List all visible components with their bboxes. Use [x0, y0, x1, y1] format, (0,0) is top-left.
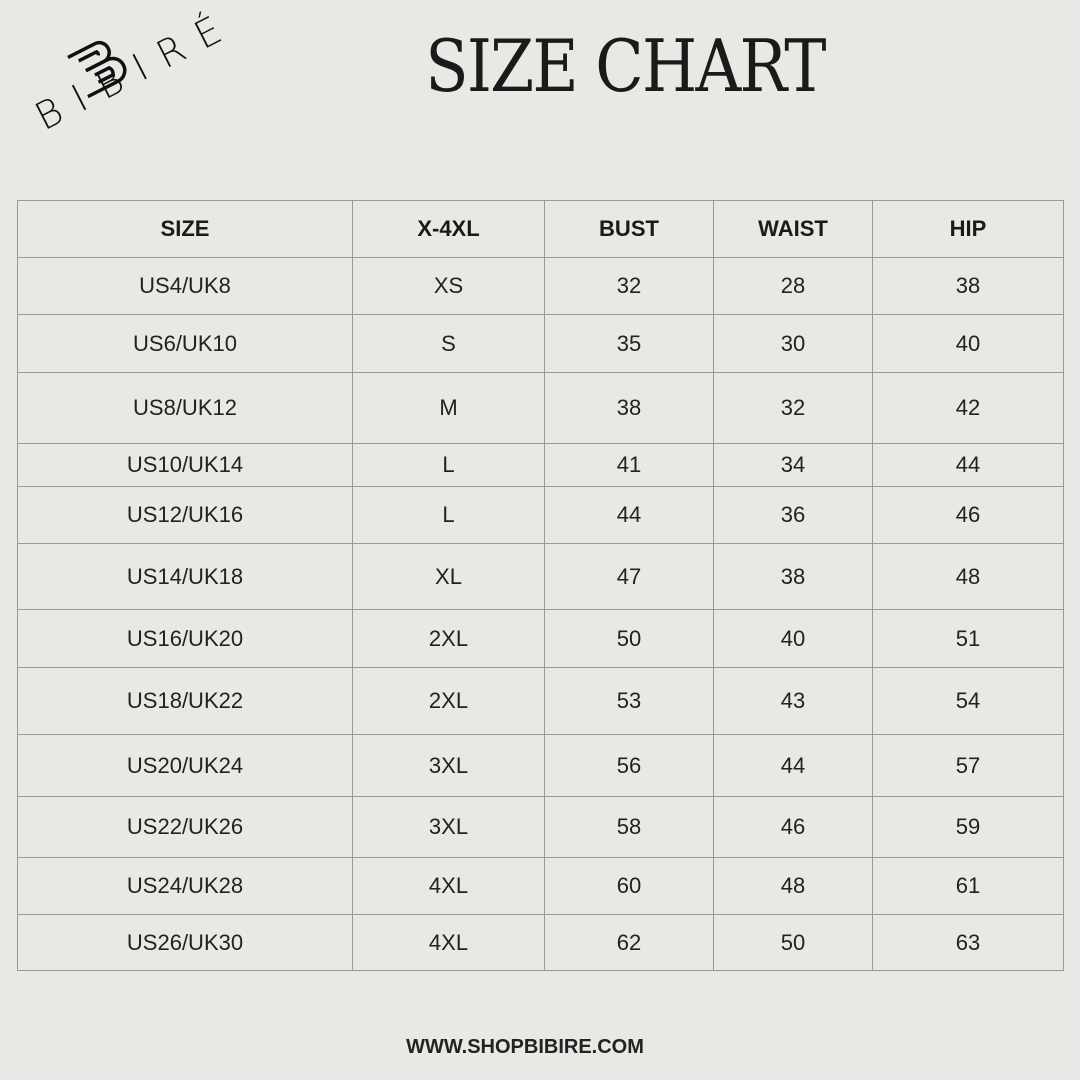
- page-title: SIZE CHART: [425, 24, 826, 108]
- table-cell: L: [352, 443, 545, 487]
- table-row: US14/UK18 XL 47 38 48: [17, 543, 1064, 610]
- table-cell: 32: [544, 257, 714, 315]
- table-cell: 46: [872, 486, 1064, 544]
- table-cell: 50: [713, 914, 873, 971]
- table-cell: 38: [872, 257, 1064, 315]
- table-row: US16/UK20 2XL 50 40 51: [17, 609, 1064, 668]
- table-cell: 57: [872, 734, 1064, 797]
- table-row: US22/UK26 3XL 58 46 59: [17, 796, 1064, 858]
- table-cell: 59: [872, 796, 1064, 858]
- table-cell: 43: [713, 667, 873, 735]
- table-cell: 32: [713, 372, 873, 444]
- table-cell: 30: [713, 314, 873, 373]
- table-cell: 38: [544, 372, 714, 444]
- table-cell: 63: [872, 914, 1064, 971]
- table-cell: 3XL: [352, 734, 545, 797]
- table-row: US4/UK8 XS 32 28 38: [17, 257, 1064, 315]
- table-row: US24/UK28 4XL 60 48 61: [17, 857, 1064, 915]
- table-cell: 53: [544, 667, 714, 735]
- table-cell: US26/UK30: [17, 914, 353, 971]
- table-cell: S: [352, 314, 545, 373]
- table-cell: 44: [713, 734, 873, 797]
- column-header: X-4XL: [352, 200, 545, 258]
- table-cell: 3XL: [352, 796, 545, 858]
- table-cell: 46: [713, 796, 873, 858]
- table-row: US26/UK30 4XL 62 50 63: [17, 914, 1064, 971]
- table-cell: US4/UK8: [17, 257, 353, 315]
- table-cell: US24/UK28: [17, 857, 353, 915]
- table-row: US6/UK10 S 35 30 40: [17, 314, 1064, 373]
- table-cell: 42: [872, 372, 1064, 444]
- table-cell: 2XL: [352, 609, 545, 668]
- column-header: HIP: [872, 200, 1064, 258]
- table-cell: US6/UK10: [17, 314, 353, 373]
- column-header: BUST: [544, 200, 714, 258]
- table-cell: US20/UK24: [17, 734, 353, 797]
- table-cell: US16/UK20: [17, 609, 353, 668]
- table-cell: 36: [713, 486, 873, 544]
- website-link[interactable]: WWW.SHOPBIBIRE.COM: [406, 1036, 644, 1058]
- table-cell: 4XL: [352, 857, 545, 915]
- table-cell: 38: [713, 543, 873, 610]
- table-cell: 61: [872, 857, 1064, 915]
- column-header: SIZE: [17, 200, 353, 258]
- table-cell: 62: [544, 914, 714, 971]
- table-row: US12/UK16 L 44 36 46: [17, 486, 1064, 544]
- table-cell: 40: [713, 609, 873, 668]
- table-cell: US14/UK18: [17, 543, 353, 610]
- table-cell: 34: [713, 443, 873, 487]
- table-cell: 60: [544, 857, 714, 915]
- table-cell: 47: [544, 543, 714, 610]
- table-cell: XL: [352, 543, 545, 610]
- brand-logo: BIBIRÉ: [20, 1, 243, 175]
- table-cell: US12/UK16: [17, 486, 353, 544]
- table-cell: US22/UK26: [17, 796, 353, 858]
- table-cell: 40: [872, 314, 1064, 373]
- table-cell: 41: [544, 443, 714, 487]
- table-cell: 35: [544, 314, 714, 373]
- table-cell: 58: [544, 796, 714, 858]
- b-monogram-icon: [67, 40, 127, 99]
- table-cell: 28: [713, 257, 873, 315]
- table-cell: XS: [352, 257, 545, 315]
- table-cell: 44: [872, 443, 1064, 487]
- table-cell: M: [352, 372, 545, 444]
- table-cell: US10/UK14: [17, 443, 353, 487]
- table-row: US8/UK12 M 38 32 42: [17, 372, 1064, 444]
- table-cell: 50: [544, 609, 714, 668]
- table-cell: US18/UK22: [17, 667, 353, 735]
- table-cell: 56: [544, 734, 714, 797]
- table-header-row: SIZE X-4XL BUST WAIST HIP: [17, 200, 1064, 258]
- table-cell: 44: [544, 486, 714, 544]
- table-cell: L: [352, 486, 545, 544]
- table-cell: 51: [872, 609, 1064, 668]
- table-row: US18/UK22 2XL 53 43 54: [17, 667, 1064, 735]
- column-header: WAIST: [713, 200, 873, 258]
- size-table: SIZE X-4XL BUST WAIST HIP US4/UK8 XS 32 28 38 US6…: [17, 200, 1064, 971]
- table-cell: 54: [872, 667, 1064, 735]
- table-cell: 48: [872, 543, 1064, 610]
- table-cell: 48: [713, 857, 873, 915]
- table-cell: 2XL: [352, 667, 545, 735]
- table-cell: 4XL: [352, 914, 545, 971]
- table-cell: US8/UK12: [17, 372, 353, 444]
- table-row: US10/UK14 L 41 34 44: [17, 443, 1064, 487]
- table-row: US20/UK24 3XL 56 44 57: [17, 734, 1064, 797]
